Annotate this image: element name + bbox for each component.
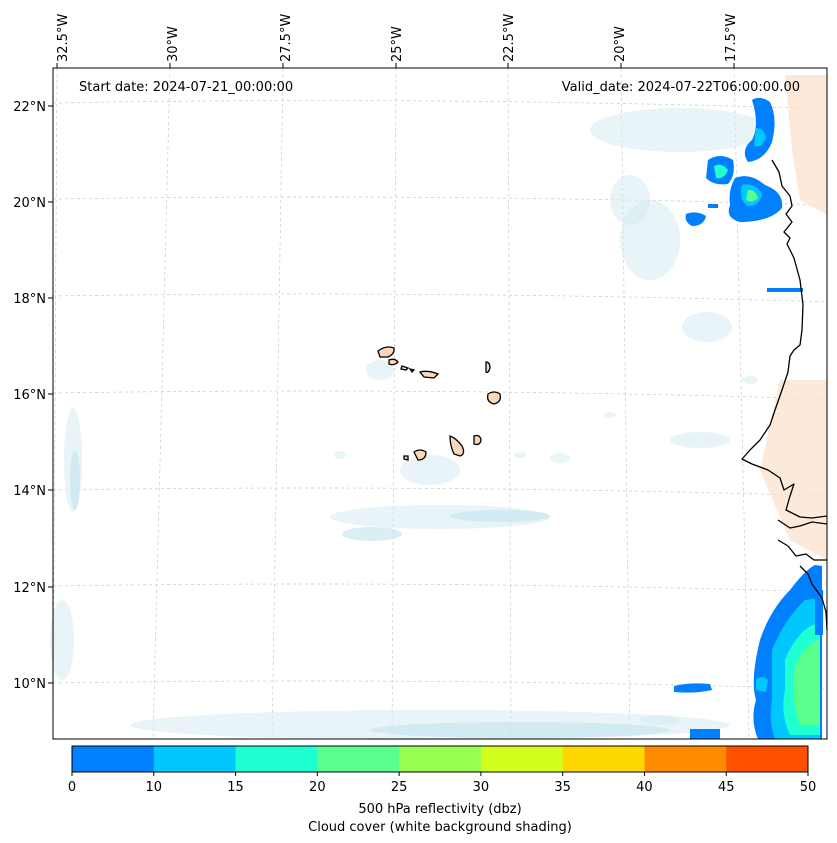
- colorbar-tick-label: 40: [636, 780, 653, 795]
- cloud-cover-shading: [50, 108, 770, 740]
- colorbar-swatch: [317, 746, 400, 772]
- land-shading: [760, 75, 827, 560]
- coastline: [741, 159, 828, 631]
- valid-date-text: Valid_date: 2024-07-22T06:00:00.00: [562, 80, 800, 95]
- lat-label: 12°N: [13, 581, 46, 596]
- colorbar-tick-label: 50: [800, 780, 817, 795]
- colorbar-tick-label: 20: [309, 780, 326, 795]
- lat-label: 14°N: [13, 484, 46, 499]
- colorbar-swatch: [72, 746, 155, 772]
- start-date-text: Start date: 2024-07-21_00:00:00: [79, 80, 293, 95]
- colorbar-swatch: [480, 746, 564, 772]
- colorbar-tick-label: 10: [146, 780, 163, 795]
- cabo-verde-islands: [377, 346, 502, 461]
- colorbar-swatch: [153, 746, 237, 772]
- map-frame: [52, 67, 828, 740]
- longitude-labels: 32.5°W 30°W 27.5°W 25°W 22.5°W 20°W 17.5…: [56, 14, 739, 68]
- map-content: [50, 67, 828, 740]
- lat-label: 22°N: [13, 100, 46, 115]
- lon-label: 20°W: [613, 26, 628, 62]
- cloud-wisps: [334, 376, 758, 725]
- lat-label: 18°N: [13, 292, 46, 307]
- lat-label: 10°N: [13, 677, 46, 692]
- lat-label: 16°N: [13, 388, 46, 403]
- colorbar-swatch: [399, 746, 482, 772]
- colorbar-tick-label: 35: [554, 780, 571, 795]
- colorbar-ticks: 0 10 15 20 25 30 35 40 45 50: [68, 772, 816, 795]
- lon-label: 17.5°W: [724, 14, 739, 62]
- colorbar-frame: [71, 745, 809, 773]
- colorbar-label-cloud-cover: Cloud cover (white background shading): [308, 820, 572, 835]
- colorbar-tick-label: 0: [68, 780, 76, 795]
- colorbar-swatch: [644, 746, 727, 772]
- colorbar-tick-label: 45: [718, 780, 735, 795]
- reflectivity-field: [674, 97, 823, 739]
- lon-label: 27.5°W: [279, 14, 294, 62]
- lon-label: 25°W: [390, 26, 405, 62]
- colorbar-swatches: [72, 746, 809, 772]
- colorbar-swatch: [726, 746, 809, 772]
- lon-label: 30°W: [166, 26, 181, 62]
- map-area: [53, 68, 827, 739]
- lon-label: 32.5°W: [56, 14, 71, 62]
- colorbar-swatch: [562, 746, 645, 772]
- colorbar-tick-label: 25: [391, 780, 408, 795]
- colorbar-label-reflectivity: 500 hPa reflectivity (dbz): [358, 802, 521, 817]
- colorbar: 0 10 15 20 25 30 35 40 45 50 500 hPa reflectivity…: [68, 745, 816, 835]
- lat-label: 20°N: [13, 196, 46, 211]
- lon-label: 22.5°W: [502, 14, 517, 62]
- colorbar-swatch: [235, 746, 318, 772]
- colorbar-tick-label: 30: [473, 780, 490, 795]
- latitude-labels: 22°N 20°N 18°N 16°N 14°N 12°N 10°N: [13, 100, 53, 692]
- colorbar-tick-label: 15: [227, 780, 244, 795]
